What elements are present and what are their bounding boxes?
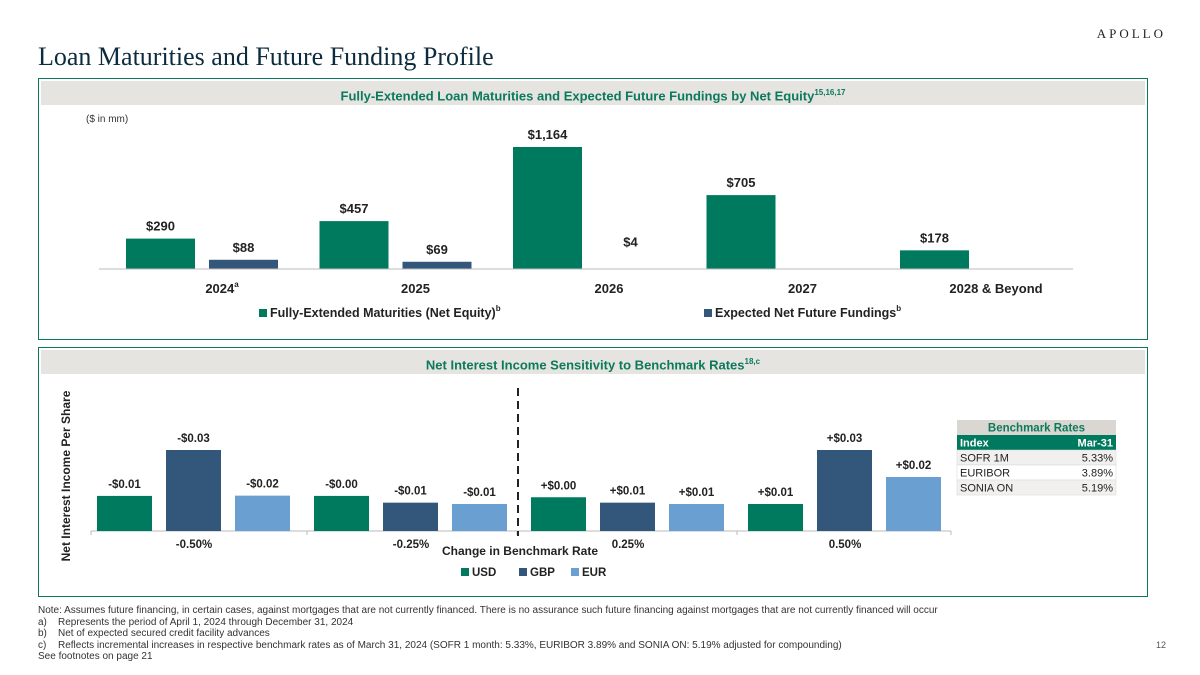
sensitivity-bar-usd <box>314 495 369 531</box>
page-number: 12 <box>1155 640 1166 650</box>
category-label: 2025 <box>401 281 430 296</box>
category-label: 2028 & Beyond <box>949 281 1042 296</box>
benchmark-index-cell: EURIBOR <box>960 468 1010 480</box>
data-label: +$0.02 <box>896 460 932 472</box>
data-label: -$0.03 <box>177 433 210 445</box>
data-label: $4 <box>623 235 638 250</box>
funding-bar <box>402 261 472 269</box>
benchmark-header-index: Index <box>960 438 990 450</box>
sensitivity-chart: Net Interest Income Per Share -$0.01 -$0.0… <box>59 388 1117 579</box>
sensitivity-bar-eur <box>669 504 724 531</box>
footnote: a) Represents the period of April 1, 2024… <box>38 616 354 628</box>
benchmark-table-title-row <box>957 420 1116 435</box>
legend-label: Fully-Extended Maturities (Net Equity)b <box>270 304 501 320</box>
data-label: $290 <box>146 219 175 234</box>
legend-swatch <box>259 309 267 317</box>
data-label: +$0.01 <box>610 486 646 498</box>
legend-swatch <box>461 568 469 576</box>
maturity-bar <box>126 238 195 269</box>
footnote: c) Reflects incremental increases in resp… <box>38 639 842 651</box>
sensitivity-bar-usd <box>748 504 803 531</box>
maturities-panel: Fully-Extended Loan Maturities and Expec… <box>38 78 1148 340</box>
sensitivity-bar-gbp <box>166 450 221 531</box>
sensitivity-panel: Net Interest Income Sensitivity to Bench… <box>38 347 1148 597</box>
category-label: -0.25% <box>393 539 429 551</box>
x-axis-title: Change in Benchmark Rate <box>442 544 598 558</box>
benchmark-rate-cell: 5.19% <box>1082 483 1113 495</box>
data-label: -$0.02 <box>246 479 279 491</box>
data-label: $705 <box>727 175 756 190</box>
data-label: -$0.01 <box>108 479 141 491</box>
y-axis-title: Net Interest Income Per Share <box>59 390 73 561</box>
benchmark-table-title: Benchmark Rates <box>988 423 1085 435</box>
benchmark-index-cell: SOFR 1M <box>960 453 1009 465</box>
apollo-logo: APOLLO <box>1096 26 1166 41</box>
maturity-bar <box>706 195 776 269</box>
benchmark-rate-cell: 5.33% <box>1082 453 1113 465</box>
sensitivity-bar-usd <box>531 497 586 531</box>
sensitivity-bar-gbp <box>817 450 872 531</box>
benchmark-header-date: Mar-31 <box>1078 438 1113 450</box>
category-label: -0.50% <box>176 539 212 551</box>
data-label: -$0.01 <box>463 487 496 499</box>
category-label: 0.25% <box>612 539 645 551</box>
sensitivity-bar-eur <box>452 504 507 531</box>
maturity-bar <box>900 250 969 269</box>
category-label: 0.50% <box>829 539 862 551</box>
data-label: $178 <box>920 230 949 245</box>
legend-label: Expected Net Future Fundingsb <box>715 304 901 320</box>
category-label: 2027 <box>788 281 817 296</box>
data-label: +$0.03 <box>827 433 863 445</box>
category-label: 2026 <box>595 281 624 296</box>
legend-swatch <box>704 309 712 317</box>
note-main: Note: Assumes future financing, in certa… <box>38 605 938 616</box>
see-footnotes: See footnotes on page 21 <box>38 651 153 662</box>
data-label: +$0.00 <box>541 480 577 492</box>
page-title: Loan Maturities and Future Funding Profi… <box>38 42 494 71</box>
legend-label: GBP <box>530 567 555 579</box>
data-label: -$0.01 <box>394 486 427 498</box>
sensitivity-bar-eur <box>235 495 290 531</box>
legend-swatch <box>571 568 579 576</box>
maturities-panel-title: Fully-Extended Loan Maturities and Expec… <box>41 81 1145 105</box>
data-label: -$0.00 <box>325 479 358 491</box>
sensitivity-bar-usd <box>97 495 152 531</box>
funding-bar <box>209 259 278 269</box>
maturities-chart: ($ in mm) $290 $88 2024a $457 $69 2025 $1,164 $4… <box>86 114 1073 320</box>
data-label: $1,164 <box>528 127 569 142</box>
data-label: $457 <box>340 201 369 216</box>
sensitivity-bar-eur <box>886 477 941 531</box>
legend-label: USD <box>472 567 496 579</box>
benchmark-index-cell: SONIA ON <box>960 483 1013 495</box>
units-note: ($ in mm) <box>86 114 128 125</box>
sensitivity-bar-gbp <box>600 502 655 531</box>
notes: Note: Assumes future financing, in certa… <box>38 605 938 663</box>
sensitivity-panel-title: Net Interest Income Sensitivity to Bench… <box>41 350 1145 374</box>
footnote: b) Net of expected secured credit facilit… <box>38 628 270 639</box>
legend-label: EUR <box>582 567 607 579</box>
legend-swatch <box>519 568 527 576</box>
data-label: $69 <box>426 242 448 257</box>
data-label: +$0.01 <box>679 487 715 499</box>
benchmark-row <box>956 479 1117 496</box>
sensitivity-bar-gbp <box>383 502 438 531</box>
maturity-bar <box>319 221 389 269</box>
data-label: +$0.01 <box>758 487 794 499</box>
maturity-bar <box>513 147 582 269</box>
benchmark-rate-cell: 3.89% <box>1082 468 1113 480</box>
data-label: $88 <box>233 240 255 255</box>
benchmark-table-header <box>957 435 1116 450</box>
category-label: 2024a <box>205 280 239 296</box>
